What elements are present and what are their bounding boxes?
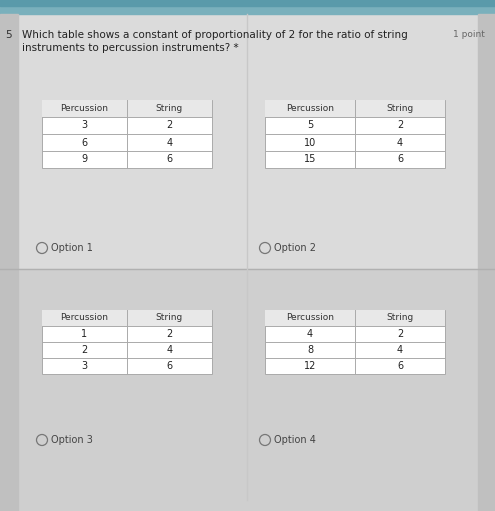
Text: 6: 6: [82, 137, 88, 148]
Text: 2: 2: [397, 329, 403, 339]
Text: 15: 15: [304, 154, 316, 165]
Text: String: String: [156, 314, 183, 322]
Text: 2: 2: [81, 345, 88, 355]
Text: Percussion: Percussion: [286, 104, 334, 113]
Text: 12: 12: [304, 361, 316, 371]
Bar: [42, 100, 212, 168]
Text: 3: 3: [82, 121, 88, 130]
Text: 3: 3: [82, 361, 88, 371]
Bar: [42, 310, 212, 326]
Text: 6: 6: [166, 361, 173, 371]
Text: 4: 4: [166, 137, 173, 148]
Bar: [265, 310, 445, 326]
Text: 2: 2: [166, 121, 173, 130]
Text: Percussion: Percussion: [286, 314, 334, 322]
Text: 1 point: 1 point: [453, 30, 485, 39]
Text: 9: 9: [82, 154, 88, 165]
Text: String: String: [156, 104, 183, 113]
Text: 8: 8: [307, 345, 313, 355]
Text: 4: 4: [397, 345, 403, 355]
Text: Which table shows a constant of proportionality of 2 for the ratio of string: Which table shows a constant of proporti…: [22, 30, 408, 40]
Text: 6: 6: [397, 154, 403, 165]
Text: 1: 1: [82, 329, 88, 339]
Text: 6: 6: [166, 154, 173, 165]
Text: Option 4: Option 4: [274, 435, 316, 445]
Bar: [0, 0, 495, 14]
Text: 4: 4: [307, 329, 313, 339]
Text: String: String: [387, 314, 414, 322]
Text: Option 1: Option 1: [51, 243, 93, 253]
Text: instruments to percussion instruments? *: instruments to percussion instruments? *: [22, 43, 239, 53]
Text: Option 2: Option 2: [274, 243, 316, 253]
Bar: [42, 100, 212, 117]
Text: String: String: [387, 104, 414, 113]
Bar: [265, 100, 445, 117]
Bar: [265, 100, 445, 168]
Text: Option 3: Option 3: [51, 435, 93, 445]
Bar: [42, 310, 212, 374]
Text: 2: 2: [166, 329, 173, 339]
Text: Percussion: Percussion: [60, 314, 108, 322]
Bar: [0, 269, 495, 511]
Text: 4: 4: [166, 345, 173, 355]
Text: 5: 5: [307, 121, 313, 130]
Bar: [478, 14, 495, 511]
Text: 5: 5: [5, 30, 11, 40]
Text: Percussion: Percussion: [60, 104, 108, 113]
Text: 2: 2: [397, 121, 403, 130]
Bar: [0, 14, 18, 511]
Text: 4: 4: [397, 137, 403, 148]
Bar: [0, 0, 495, 6]
Bar: [265, 310, 445, 374]
Text: 6: 6: [397, 361, 403, 371]
Text: 10: 10: [304, 137, 316, 148]
Bar: [0, 14, 495, 269]
